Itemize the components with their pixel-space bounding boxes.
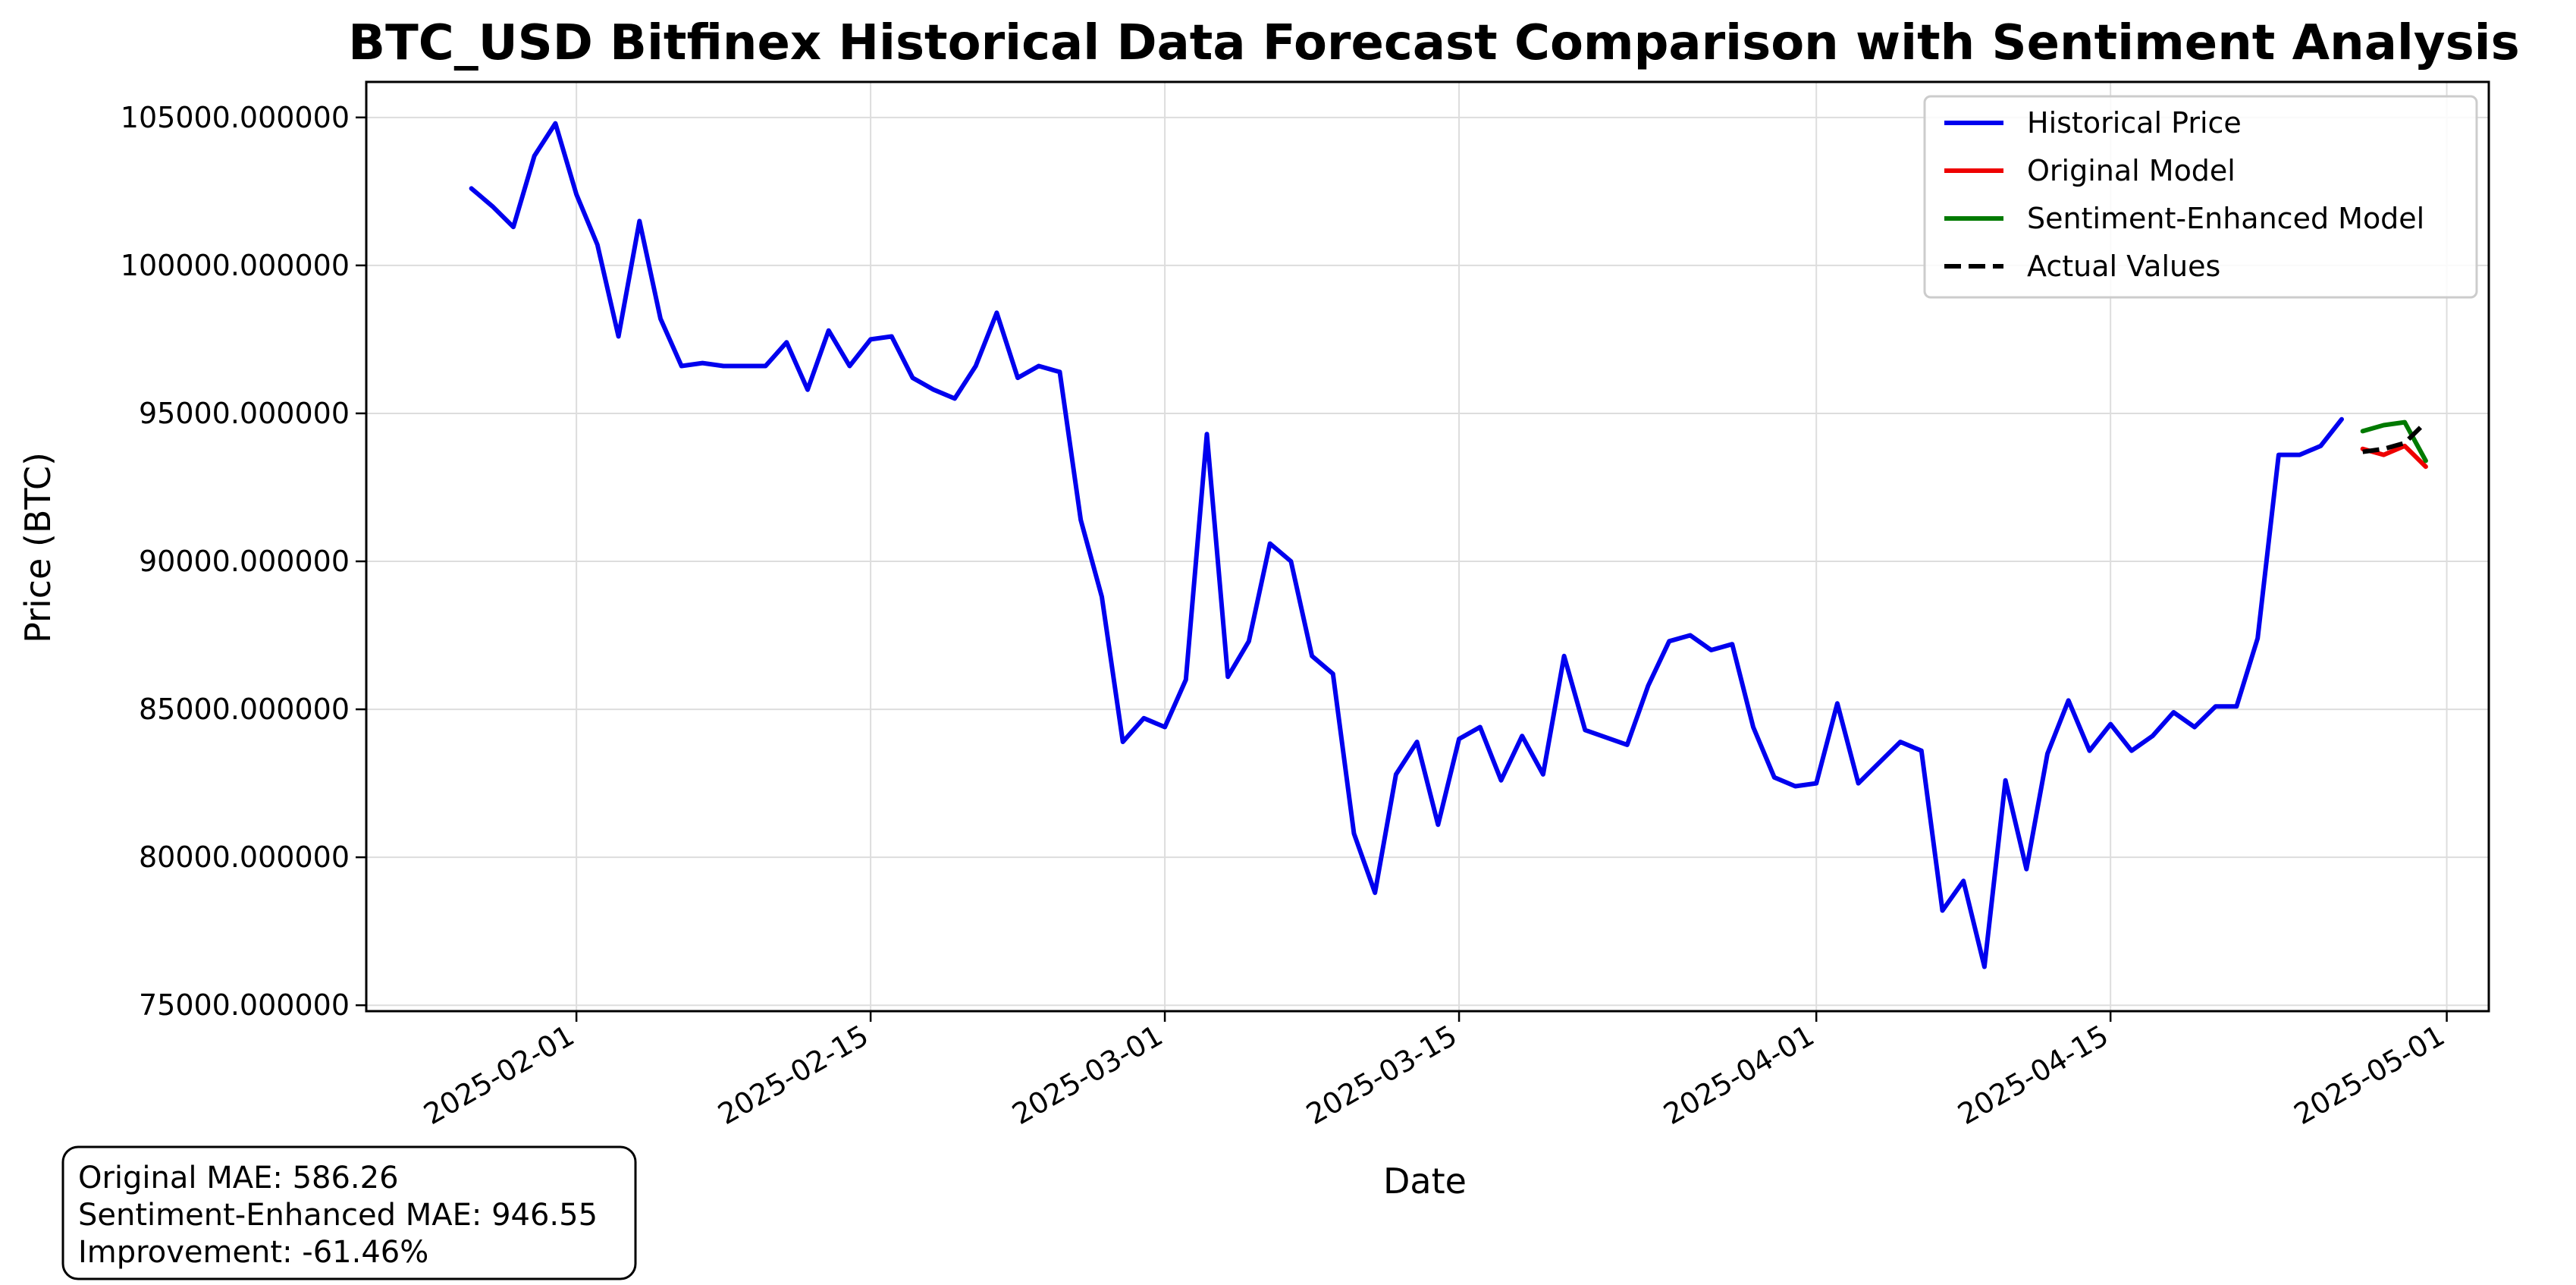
legend-label: Sentiment-Enhanced Model xyxy=(2027,202,2424,235)
legend-label: Actual Values xyxy=(2027,250,2220,283)
y-tick-label: 75000.000000 xyxy=(139,988,350,1022)
y-axis-label: Price (BTC) xyxy=(17,452,58,643)
x-axis-label: Date xyxy=(1383,1161,1467,1202)
legend-label: Historical Price xyxy=(2027,106,2242,140)
annotation-line: Original MAE: 586.26 xyxy=(78,1161,399,1195)
y-tick-label: 80000.000000 xyxy=(139,840,350,874)
y-tick-label: 105000.000000 xyxy=(121,101,350,134)
metrics-annotation-box: Original MAE: 586.26Sentiment-Enhanced M… xyxy=(63,1147,635,1279)
y-tick-label: 100000.000000 xyxy=(121,249,350,282)
legend-label: Original Model xyxy=(2027,154,2236,187)
annotation-line: Sentiment-Enhanced MAE: 946.55 xyxy=(78,1198,598,1233)
y-tick-label: 95000.000000 xyxy=(139,397,350,430)
y-tick-label: 85000.000000 xyxy=(139,693,350,726)
legend: Historical Price Original Model Sentiment-… xyxy=(1925,96,2477,297)
annotation-line: Improvement: -61.46% xyxy=(78,1235,428,1270)
y-tick-label: 90000.000000 xyxy=(139,545,350,578)
chart-title: BTC_USD Bitfinex Historical Data Forecas… xyxy=(348,15,2519,71)
